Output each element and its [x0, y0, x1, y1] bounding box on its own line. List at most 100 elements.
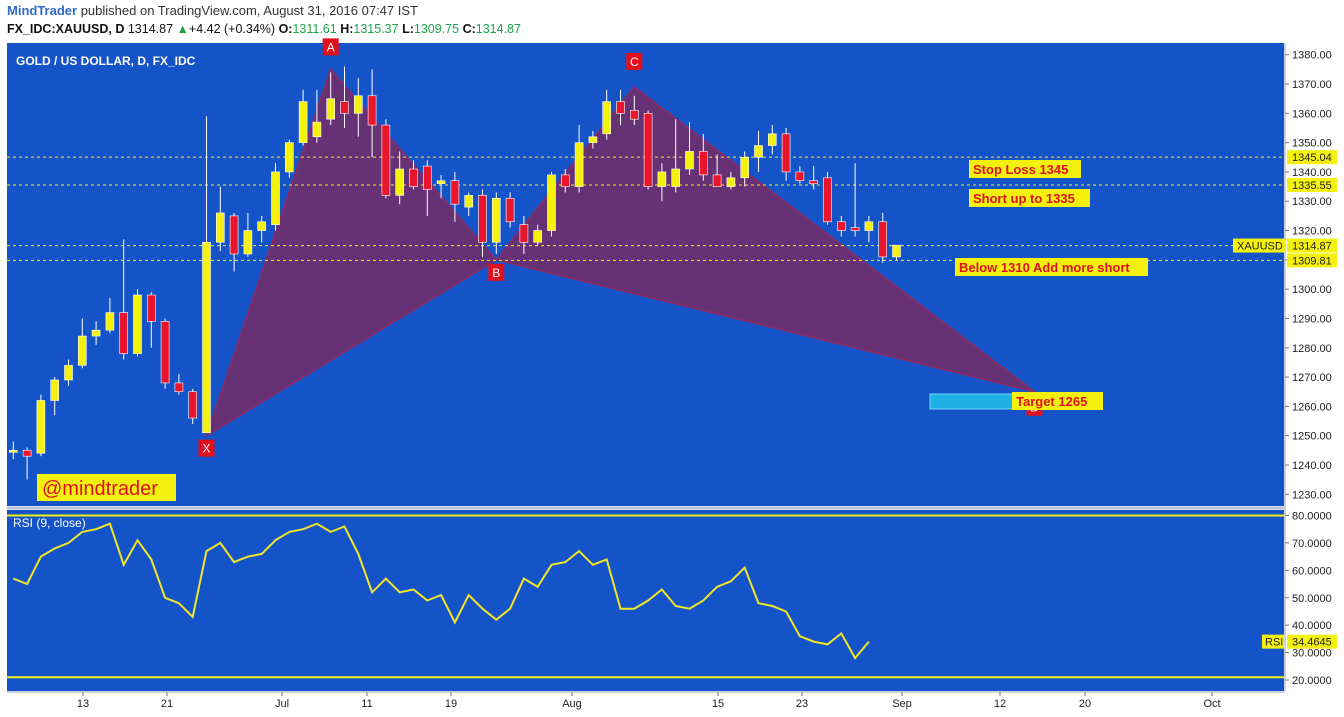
bull-candle: [767, 133, 777, 146]
bull-candle: [91, 329, 101, 337]
bear-candle: [367, 95, 377, 126]
header-bar: MindTrader published on TradingView.com,…: [0, 0, 1344, 42]
bull-candle: [754, 145, 763, 158]
bull-candle: [202, 241, 211, 434]
time-tick-label: Sep: [892, 698, 912, 710]
target-label: Target 1265: [1016, 394, 1087, 409]
bear-candle: [712, 174, 722, 187]
low-label: L:: [402, 22, 414, 36]
bear-candle: [478, 195, 487, 243]
time-tick-label: 15: [712, 698, 724, 710]
low-value: 1309.75: [413, 22, 460, 36]
rsi-tick-label: 30.0000: [1292, 648, 1332, 660]
bull-candle: [740, 156, 750, 179]
bear-candle: [22, 450, 32, 457]
bull-candle: [436, 180, 446, 184]
time-tick-label: 23: [796, 698, 808, 710]
author-link[interactable]: MindTrader: [7, 3, 78, 18]
price-tick-label: 1370.00: [1292, 79, 1332, 91]
price-tick-label: 1360.00: [1292, 108, 1332, 120]
bull-candle: [50, 379, 60, 401]
bull-candle: [726, 177, 736, 187]
bull-candle: [36, 400, 46, 454]
last-price: 1314.87: [127, 22, 174, 36]
price-chart: XABCD: [7, 38, 1284, 480]
target-zone[interactable]: [929, 393, 1014, 410]
rsi-chart: [7, 514, 1284, 679]
bear-candle: [823, 177, 832, 223]
bull-candle: [602, 101, 612, 135]
bear-candle: [119, 312, 128, 354]
bull-candle: [395, 168, 405, 196]
bull-candle: [892, 244, 901, 258]
bear-candle: [340, 101, 349, 114]
up-arrow-icon: ▲: [176, 22, 189, 36]
bear-candle: [560, 174, 570, 187]
watermark-bg: [37, 474, 176, 501]
bear-candle: [809, 180, 819, 184]
price-tick-label: 1320.00: [1292, 226, 1332, 238]
price-tick-label: 1300.00: [1292, 284, 1332, 296]
bull-candle: [216, 212, 225, 243]
rsi-pane[interactable]: [7, 510, 1284, 691]
bull-candle: [353, 95, 363, 114]
bear-candle: [229, 215, 239, 255]
bull-candle: [547, 174, 556, 231]
pattern-label-bg: [322, 38, 339, 56]
bull-candle: [491, 198, 501, 243]
rsi-value-box: [1287, 634, 1337, 649]
bear-candle: [422, 165, 432, 190]
rsi-value-label: 34.4645: [1292, 637, 1332, 649]
bear-candle: [629, 110, 639, 120]
time-tick-label: 13: [77, 698, 89, 710]
price-tick-label: 1230.00: [1292, 489, 1332, 501]
bull-candle: [864, 221, 874, 231]
price-level-box: [1287, 177, 1337, 192]
price-tick-label: 1330.00: [1292, 196, 1332, 208]
rsi-title: RSI (9, close): [13, 516, 86, 530]
published-text: published on TradingView.com, August 31,…: [80, 3, 418, 18]
rsi-tag-label: RSI: [1265, 637, 1283, 649]
short-label-bg: [969, 189, 1090, 207]
short-label: Short up to 1335: [973, 191, 1075, 206]
price-tick-label: 1260.00: [1292, 401, 1332, 413]
below-label: Below 1310 Add more short: [959, 260, 1130, 275]
symbol-tag-box: [1233, 238, 1285, 253]
rsi-tick-label: 40.0000: [1292, 620, 1332, 632]
bull-candle: [574, 142, 584, 187]
time-tick-label: 21: [161, 698, 173, 710]
price-level-box: [1287, 253, 1337, 268]
symbol-tag-label: XAUUSD: [1237, 241, 1283, 253]
time-tick-label: 20: [1079, 698, 1091, 710]
pattern-label-bg: [488, 263, 505, 281]
bear-candle: [519, 224, 529, 243]
bull-candle: [685, 151, 694, 170]
ohlc-line: FX_IDC:XAUUSD, D 1314.87 ▲+4.42 (+0.34%)…: [7, 22, 521, 36]
target-label-bg: [1012, 392, 1103, 410]
bear-candle: [878, 221, 888, 258]
price-level-box: [1287, 238, 1337, 253]
price-tick-label: 1280.00: [1292, 343, 1332, 355]
bear-candle: [409, 168, 418, 187]
price-level-value: 1345.04: [1292, 152, 1332, 164]
close-label: C:: [462, 22, 476, 36]
pattern-label-bg: [198, 439, 215, 457]
time-tick-label: Jul: [275, 698, 289, 710]
symbol-label: FX_IDC:XAUUSD, D: [7, 22, 125, 36]
pattern-label-a: A: [327, 40, 335, 54]
open-value: 1311.61: [292, 22, 337, 36]
bull-candle: [284, 142, 294, 173]
rsi-tick-label: 60.0000: [1292, 565, 1332, 577]
pattern-label-b: B: [492, 266, 500, 280]
bear-candle: [781, 133, 791, 173]
rsi-tick-label: 80.0000: [1292, 510, 1332, 522]
bull-candle: [271, 171, 280, 225]
bull-candle: [464, 195, 474, 208]
bear-candle: [850, 227, 860, 231]
price-level-value: 1309.81: [1292, 255, 1332, 267]
bear-candle: [450, 180, 460, 205]
time-tick-label: 11: [361, 698, 372, 710]
pattern-label-c: C: [630, 55, 639, 69]
bull-candle: [243, 230, 253, 255]
